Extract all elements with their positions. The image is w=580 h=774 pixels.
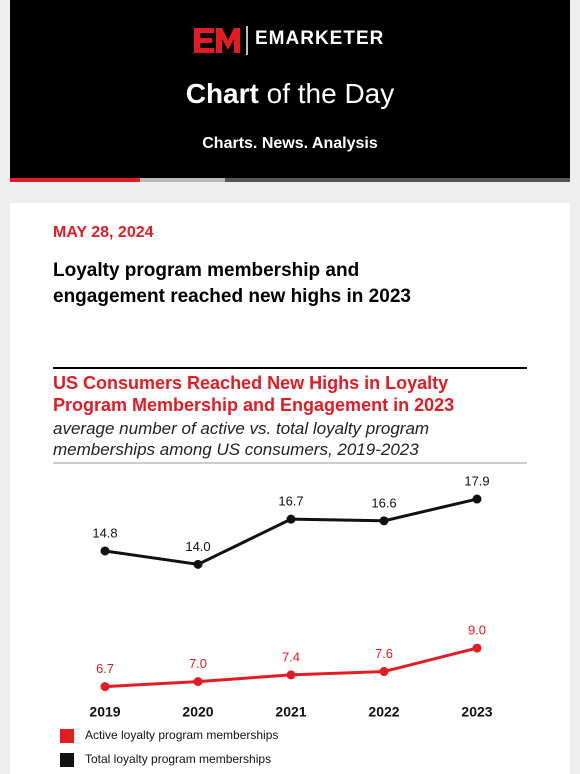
data-point bbox=[379, 516, 389, 526]
series-line bbox=[104, 497, 478, 566]
data-point bbox=[472, 643, 482, 653]
legend-label: Total loyalty program memberships bbox=[85, 752, 271, 766]
headline: Loyalty program membership and engagemen… bbox=[53, 260, 411, 307]
date: MAY 28, 2024 bbox=[53, 224, 154, 241]
data-point bbox=[472, 494, 482, 504]
x-tick-label: 2023 bbox=[461, 704, 492, 720]
title-bold: Chart bbox=[185, 78, 259, 109]
data-label: 9.0 bbox=[468, 623, 486, 638]
tagline: Charts. News. Analysis bbox=[202, 135, 378, 152]
title-rest: of the Day bbox=[266, 78, 395, 109]
brand: EMARKETER bbox=[255, 28, 385, 49]
data-point bbox=[100, 546, 110, 556]
accent-bar bbox=[225, 178, 570, 182]
x-tick-label: 2021 bbox=[275, 704, 306, 720]
data-point bbox=[100, 682, 110, 692]
data-label: 14.0 bbox=[185, 539, 210, 554]
legend-swatch bbox=[60, 753, 74, 767]
accent-bar bbox=[140, 178, 225, 182]
data-point bbox=[379, 667, 389, 677]
header bbox=[10, 0, 570, 178]
logo bbox=[194, 28, 240, 53]
data-point bbox=[193, 559, 203, 569]
data-label: 16.6 bbox=[371, 495, 396, 510]
newsletter-title: Chart of the Day bbox=[0, 78, 580, 110]
data-label: 6.7 bbox=[96, 661, 114, 676]
chart-subtitle: average number of active vs. total loyal… bbox=[53, 419, 430, 459]
data-label: 7.4 bbox=[282, 649, 300, 664]
data-label: 7.6 bbox=[375, 646, 393, 661]
chart-title: US Consumers Reached New Highs in Loyalt… bbox=[53, 373, 455, 415]
data-point bbox=[286, 514, 296, 524]
data-label: 14.8 bbox=[92, 525, 117, 540]
legend-label: Active loyalty program memberships bbox=[85, 728, 278, 742]
data-label: 16.7 bbox=[278, 494, 303, 509]
legend-swatch bbox=[60, 729, 74, 743]
x-tick-label: 2020 bbox=[182, 704, 213, 720]
data-point bbox=[193, 677, 203, 687]
data-label: 17.9 bbox=[464, 473, 489, 488]
data-label: 7.0 bbox=[189, 656, 207, 671]
x-tick-label: 2019 bbox=[89, 704, 120, 720]
data-point bbox=[286, 670, 296, 680]
x-tick-label: 2022 bbox=[368, 704, 399, 720]
accent-bar bbox=[10, 178, 140, 182]
